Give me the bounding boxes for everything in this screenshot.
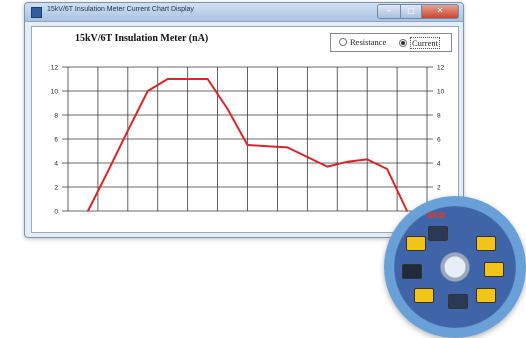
y2-tick-label: 4 <box>437 161 441 168</box>
y-tick-label: 8 <box>54 113 58 120</box>
cd-product-image <box>428 226 448 241</box>
y2-tick-label: 10 <box>437 89 445 96</box>
data-point <box>146 90 149 92</box>
cd-product-image <box>414 288 434 303</box>
data-point <box>306 156 309 158</box>
maximize-button[interactable]: □ <box>401 4 422 19</box>
cd-product-image <box>402 264 422 279</box>
resistance-label: Resistance <box>350 37 387 47</box>
y2-tick-label: 6 <box>437 137 441 144</box>
data-point <box>246 144 249 146</box>
y-tick-label: 12 <box>51 65 59 72</box>
window-controls: – □ ✕ <box>377 4 459 19</box>
data-point <box>87 210 89 212</box>
cd-product-image <box>484 262 504 277</box>
y-tick-label: 10 <box>51 89 59 96</box>
resistance-option[interactable]: Resistance <box>339 37 386 47</box>
cd-product-image <box>476 236 496 251</box>
data-point <box>126 129 129 132</box>
current-radio[interactable] <box>399 39 407 47</box>
data-point <box>406 210 408 212</box>
cd-product-image <box>406 236 426 251</box>
y-tick-label: 2 <box>54 185 58 192</box>
data-point <box>366 158 369 161</box>
data-point <box>346 160 349 163</box>
app-window: 15kV/6T Insulation Meter Current Chart D… <box>24 2 464 238</box>
cd-product-image <box>476 288 496 303</box>
chart-title: 15kV/6T Insulation Meter (nA) <box>75 33 209 44</box>
y2-tick-label: 8 <box>437 113 441 120</box>
y-tick-label: 4 <box>54 161 58 168</box>
data-point <box>386 168 389 170</box>
cd-product-image <box>448 294 468 309</box>
data-point <box>186 78 189 80</box>
software-cd-image: SEW <box>384 196 526 338</box>
line-chart: 002244668810101212 <box>51 65 445 216</box>
data-point <box>286 146 289 149</box>
close-button[interactable]: ✕ <box>422 4 459 19</box>
y-tick-label: 0 <box>54 209 58 216</box>
data-point <box>206 78 209 80</box>
y2-tick-label: 2 <box>437 185 441 192</box>
data-point <box>266 145 269 148</box>
chart-panel: 002244668810101212 15kV/6T Insulation Me… <box>31 26 459 233</box>
data-point <box>106 170 109 173</box>
current-label: Current <box>410 37 440 49</box>
current-option[interactable]: Current <box>399 37 440 49</box>
resistance-radio[interactable] <box>339 38 347 46</box>
display-mode-group: Resistance Current <box>330 33 452 52</box>
title-bar[interactable]: 15kV/6T Insulation Meter Current Chart D… <box>25 3 463 22</box>
data-point <box>326 165 329 168</box>
app-icon <box>31 7 42 18</box>
data-point <box>226 108 229 110</box>
data-point <box>166 78 169 80</box>
y2-tick-label: 12 <box>437 65 445 72</box>
window-title: 15kV/6T Insulation Meter Current Chart D… <box>47 6 194 13</box>
y-tick-label: 6 <box>54 137 58 144</box>
minimize-button[interactable]: – <box>377 4 401 19</box>
cd-brand-logo: SEW <box>427 211 446 220</box>
